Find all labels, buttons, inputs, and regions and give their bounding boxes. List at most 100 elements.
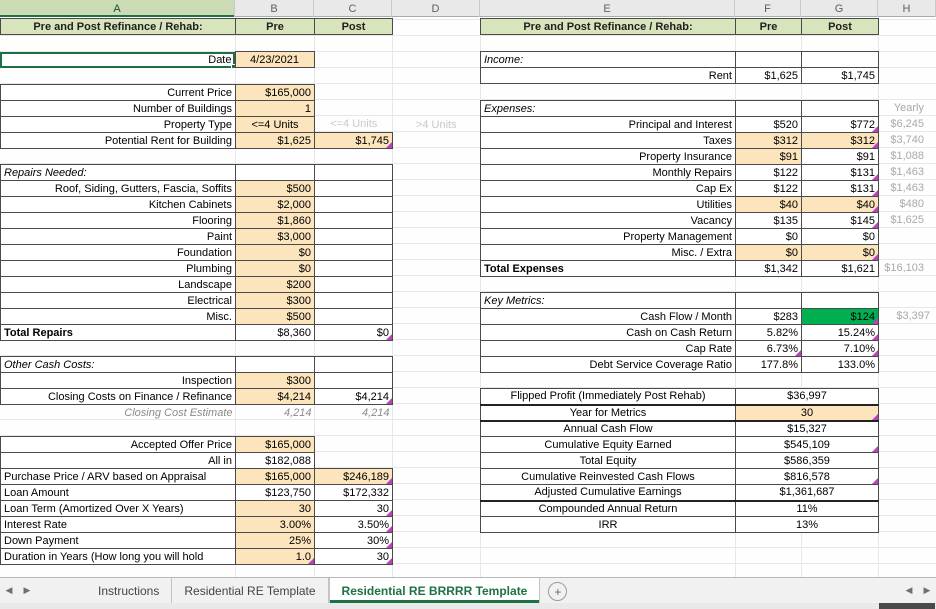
yearly-value[interactable]: $480: [899, 198, 924, 210]
purchase-pre-cell[interactable]: 25%: [235, 532, 315, 549]
column-header-b[interactable]: B: [235, 0, 314, 17]
repairs-pre-cell[interactable]: $2,000: [235, 196, 315, 213]
column-header-f[interactable]: F: [735, 0, 801, 17]
purchase-post-cell[interactable]: 30: [314, 500, 393, 517]
repairs-label-cell[interactable]: Foundation: [0, 244, 236, 261]
purchase-label-cell[interactable]: Purchase Price / ARV based on Appraisal: [0, 468, 236, 485]
yearly-value[interactable]: $1,625: [890, 214, 924, 226]
empty-cell[interactable]: [314, 372, 393, 389]
expenses-total-pre[interactable]: $1,342: [735, 260, 802, 277]
repairs-total-post[interactable]: $0: [314, 324, 393, 341]
hscroll-left-icon[interactable]: ◀: [905, 585, 913, 595]
purchase-post-cell[interactable]: 30: [314, 548, 393, 565]
expenses-total-post[interactable]: $1,621: [801, 260, 879, 277]
summary-label-cell[interactable]: Compounded Annual Return: [480, 500, 736, 517]
repairs-label-cell[interactable]: Flooring: [0, 212, 236, 229]
repairs-label-cell[interactable]: Kitchen Cabinets: [0, 196, 236, 213]
column-header-d[interactable]: D: [392, 0, 480, 17]
expenses-pre-cell[interactable]: $312: [735, 132, 802, 149]
purchase-label-cell[interactable]: Interest Rate: [0, 516, 236, 533]
income-rent-pre[interactable]: $1,625: [735, 67, 802, 84]
expenses-post-cell[interactable]: $131: [801, 180, 879, 197]
key-metrics-pre-cell[interactable]: 177.8%: [735, 356, 802, 373]
expenses-pre-cell[interactable]: $91: [735, 148, 802, 165]
closing-estimate-label[interactable]: Closing Cost Estimate: [124, 406, 233, 419]
empty-cell[interactable]: [235, 164, 315, 181]
column-header-g[interactable]: G: [801, 0, 878, 17]
repairs-pre-cell[interactable]: $300: [235, 292, 315, 309]
key-metrics-post-cell[interactable]: 15.24%: [801, 324, 879, 341]
column-header-c[interactable]: C: [314, 0, 392, 17]
expenses-post-cell[interactable]: $772: [801, 116, 879, 133]
expenses-post-cell[interactable]: $145: [801, 212, 879, 229]
repairs-label-cell[interactable]: Paint: [0, 228, 236, 245]
tab-residential-re-brrrr-template[interactable]: Residential RE BRRRR Template: [328, 578, 541, 603]
summary-label-cell[interactable]: Annual Cash Flow: [480, 420, 736, 437]
property-type-option-a[interactable]: <=4 Units: [330, 118, 378, 131]
repairs-label-cell[interactable]: Landscape: [0, 276, 236, 293]
yearly-value[interactable]: [878, 228, 930, 244]
property-label-cell[interactable]: Number of Buildings: [0, 100, 236, 117]
summary-label-cell[interactable]: Cumulative Equity Earned: [480, 436, 736, 453]
repairs-label-cell[interactable]: Plumbing: [0, 260, 236, 277]
key-metrics-label-cell[interactable]: Cash on Cash Return: [480, 324, 736, 341]
expenses-label-cell[interactable]: Property Insurance: [480, 148, 736, 165]
expenses-label-cell[interactable]: Property Management: [480, 228, 736, 245]
repairs-label-cell[interactable]: Roof, Siding, Gutters, Fascia, Soffits: [0, 180, 236, 197]
key-metrics-label-cell[interactable]: Debt Service Coverage Ratio: [480, 356, 736, 373]
empty-cell[interactable]: [393, 133, 481, 149]
expenses-pre-cell[interactable]: $40: [735, 196, 802, 213]
expenses-pre-cell[interactable]: $135: [735, 212, 802, 229]
summary-label-cell[interactable]: Adjusted Cumulative Earnings: [480, 484, 736, 502]
expenses-post-cell[interactable]: $91: [801, 148, 879, 165]
purchase-post-cell[interactable]: $246,189: [314, 468, 393, 485]
purchase-label-cell[interactable]: Accepted Offer Price: [0, 436, 236, 453]
right-header-post[interactable]: Post: [801, 18, 879, 35]
key-metrics-post-cell[interactable]: 7.10%: [801, 340, 879, 357]
key-metrics-pre-cell[interactable]: $283: [735, 308, 802, 325]
repairs-pre-cell[interactable]: $200: [235, 276, 315, 293]
summary-label-cell[interactable]: Total Equity: [480, 452, 736, 469]
empty-cell[interactable]: [315, 85, 393, 101]
purchase-label-cell[interactable]: Loan Term (Amortized Over X Years): [0, 500, 236, 517]
empty-cell[interactable]: [314, 196, 393, 213]
summary-value-cell[interactable]: 11%: [735, 500, 879, 517]
empty-cell[interactable]: [314, 292, 393, 309]
key-metrics-title[interactable]: Key Metrics:: [480, 292, 736, 309]
summary-value-cell[interactable]: 13%: [735, 516, 879, 533]
expenses-label-cell[interactable]: Cap Ex: [480, 180, 736, 197]
summary-value-cell[interactable]: $1,361,687: [735, 484, 879, 502]
income-rent-post[interactable]: $1,745: [801, 67, 879, 84]
purchase-post-cell[interactable]: 3.50%: [314, 516, 393, 533]
expenses-pre-cell[interactable]: $0: [735, 244, 802, 261]
repairs-pre-cell[interactable]: $3,000: [235, 228, 315, 245]
key-metrics-label-cell[interactable]: Cap Rate: [480, 340, 736, 357]
summary-value-cell[interactable]: $586,359: [735, 452, 879, 469]
purchase-pre-cell[interactable]: $182,088: [235, 452, 315, 469]
income-title[interactable]: Income:: [480, 51, 736, 68]
expenses-pre-cell[interactable]: $0: [735, 228, 802, 245]
summary-label-cell[interactable]: Flipped Profit (Immediately Post Rehab): [480, 388, 736, 406]
purchase-post-cell[interactable]: 30%: [314, 532, 393, 549]
purchase-post-cell[interactable]: $172,332: [314, 484, 393, 501]
purchase-pre-cell[interactable]: $165,000: [235, 468, 315, 485]
yearly-value[interactable]: $1,463: [890, 182, 924, 194]
key-metrics-pre-cell[interactable]: 5.82%: [735, 324, 802, 341]
empty-cell[interactable]: [315, 453, 393, 469]
repairs-pre-cell[interactable]: $0: [235, 260, 315, 277]
expenses-post-cell[interactable]: $131: [801, 164, 879, 181]
expenses-post-cell[interactable]: $0: [801, 244, 879, 261]
yearly-value[interactable]: [878, 244, 930, 260]
summary-value-cell[interactable]: $816,578: [735, 468, 879, 485]
horizontal-scrollbar[interactable]: [0, 603, 936, 609]
summary-value-cell[interactable]: $15,327: [735, 420, 879, 437]
purchase-pre-cell[interactable]: $165,000: [235, 436, 315, 453]
property-type-value-cell[interactable]: <=4 Units: [235, 116, 315, 133]
key-metrics-post-cell[interactable]: 133.0%: [801, 356, 879, 373]
cell-date-value[interactable]: 4/23/2021: [234, 51, 315, 68]
expenses-pre-cell[interactable]: $122: [735, 164, 802, 181]
closing-estimate-post[interactable]: 4,214: [361, 406, 390, 419]
repairs-total-label[interactable]: Total Repairs: [0, 324, 236, 341]
expenses-pre-cell[interactable]: $520: [735, 116, 802, 133]
other-costs-pre-cell[interactable]: $300: [235, 372, 315, 389]
